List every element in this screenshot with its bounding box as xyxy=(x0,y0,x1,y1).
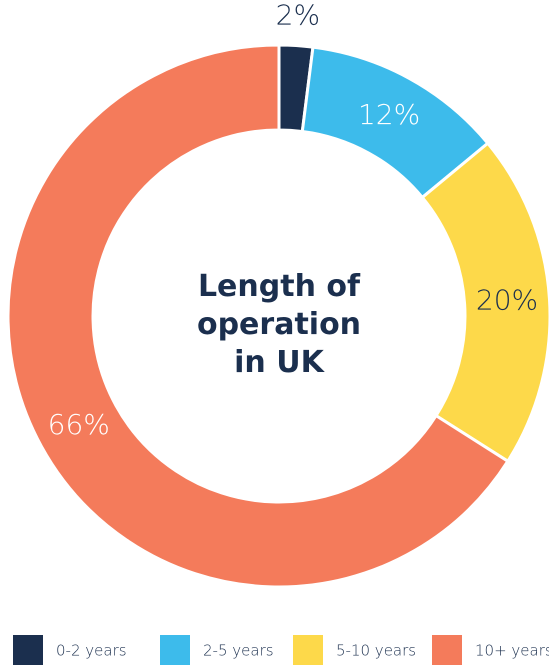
legend-swatch xyxy=(432,635,462,665)
legend-label: 5-10 years xyxy=(336,642,416,660)
donut-segment xyxy=(6,43,510,589)
legend-swatch xyxy=(13,635,43,665)
legend-label: 0-2 years xyxy=(56,642,127,660)
legend-label: 10+ years xyxy=(475,642,549,660)
data-label: 20% xyxy=(476,284,538,317)
data-label: 12% xyxy=(358,98,420,131)
data-label: 66% xyxy=(48,408,110,441)
data-label: 2% xyxy=(276,0,320,32)
legend-label: 2-5 years xyxy=(203,642,274,660)
legend-swatch xyxy=(293,635,323,665)
legend-swatch xyxy=(160,635,190,665)
chart-title: Length of operation in UK xyxy=(196,269,362,380)
